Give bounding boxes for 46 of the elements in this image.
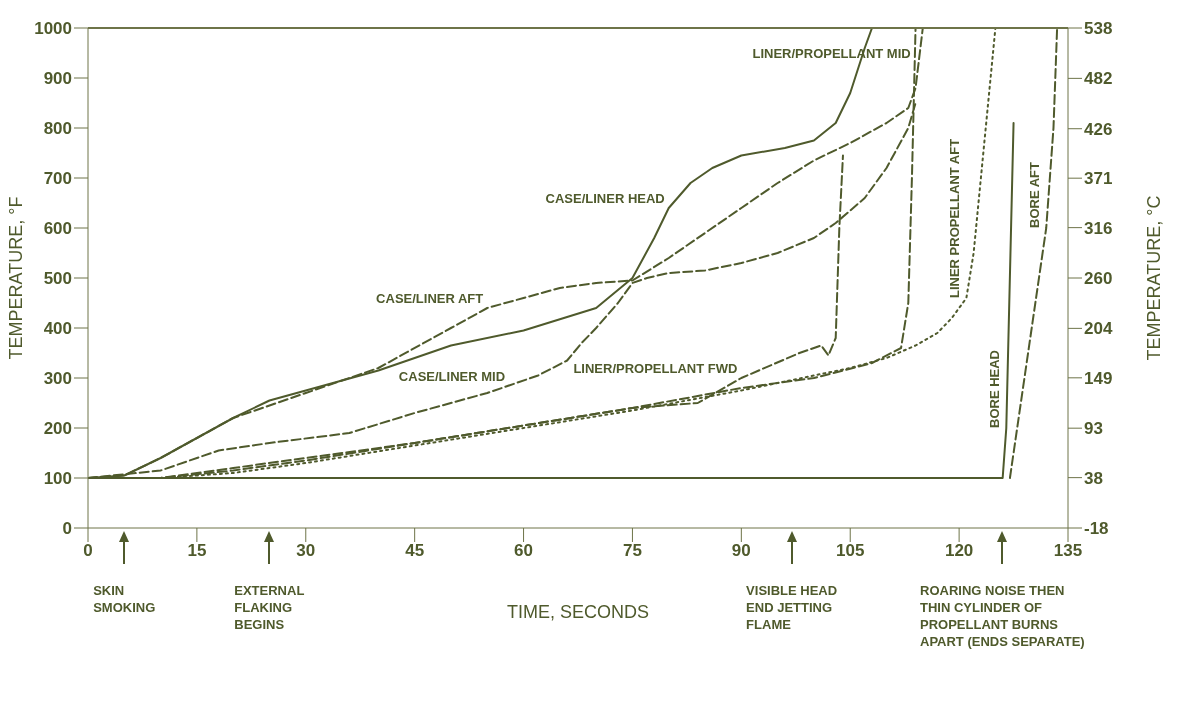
annotation: CASE/LINER HEAD: [545, 191, 665, 206]
x-tick-label: 60: [514, 541, 534, 561]
y2-tick-label: 316: [1084, 218, 1113, 238]
y2-tick-label: 93: [1084, 419, 1103, 439]
x-tick-label: 30: [296, 541, 316, 561]
y-tick-label: 200: [43, 419, 72, 439]
y-tick-label: 700: [43, 169, 72, 189]
annotation: BORE HEAD: [987, 349, 1003, 428]
annotation: CASE/LINER AFT: [376, 291, 484, 306]
x-tick-label: 45: [405, 541, 425, 561]
text: SKIN SMOKING: [93, 582, 156, 616]
y2-tick-label: 260: [1084, 269, 1113, 289]
y-tick-label: 0: [62, 519, 72, 539]
y-tick-label: 900: [43, 69, 72, 89]
x-tick-label: 90: [731, 541, 751, 561]
y-tick-label: 600: [43, 219, 72, 239]
x-axis-title: TIME, SECONDS: [506, 602, 650, 622]
y-axis-title: TEMPERATURE, °F: [6, 196, 27, 360]
x-tick-label: 120: [944, 541, 974, 561]
y2-tick-label: 149: [1084, 368, 1113, 388]
y2-tick-label: 204: [1084, 319, 1113, 339]
annotation: CASE/LINER MID: [398, 368, 506, 384]
x-tick-label: 75: [622, 541, 642, 561]
y2-tick-label: 482: [1084, 69, 1113, 89]
y-tick-label: 800: [43, 119, 72, 139]
annotation: LINER/PROPELLANT FWD: [573, 361, 738, 376]
y-tick-label: 400: [43, 319, 72, 339]
x-tick-label: 105: [836, 541, 865, 561]
y2-tick-label: 371: [1084, 169, 1113, 189]
y2-tick-label: 426: [1084, 119, 1113, 139]
y-tick-label: 300: [43, 369, 72, 389]
annotation: LINER PROPELLANT AFT: [947, 138, 963, 298]
y2-tick-label: 538: [1084, 19, 1113, 39]
y-tick-label: 100: [43, 469, 72, 489]
y2-tick-label: 38: [1084, 468, 1103, 488]
text: ROARING NOISE THEN THIN CYLINDER OF PROPELLANT BURNS APART (ENDS SEPARATE): [919, 582, 1085, 650]
x-tick-label: 15: [187, 541, 207, 561]
text: VISIBLE HEAD END JETTING FLAME: [746, 582, 838, 633]
x-tick-label: 0: [83, 541, 93, 561]
x-tick-label: 135: [1053, 541, 1083, 561]
y-tick-label: 1000: [34, 19, 72, 39]
y-tick-label: 500: [43, 269, 72, 289]
y2-axis-title: TEMPERATURE, °C: [1144, 195, 1165, 361]
y2-tick-label: -18: [1084, 519, 1109, 539]
annotation: BORE AFT: [1027, 162, 1043, 228]
text: EXTERNAL FLAKING BEGINS: [234, 582, 305, 633]
